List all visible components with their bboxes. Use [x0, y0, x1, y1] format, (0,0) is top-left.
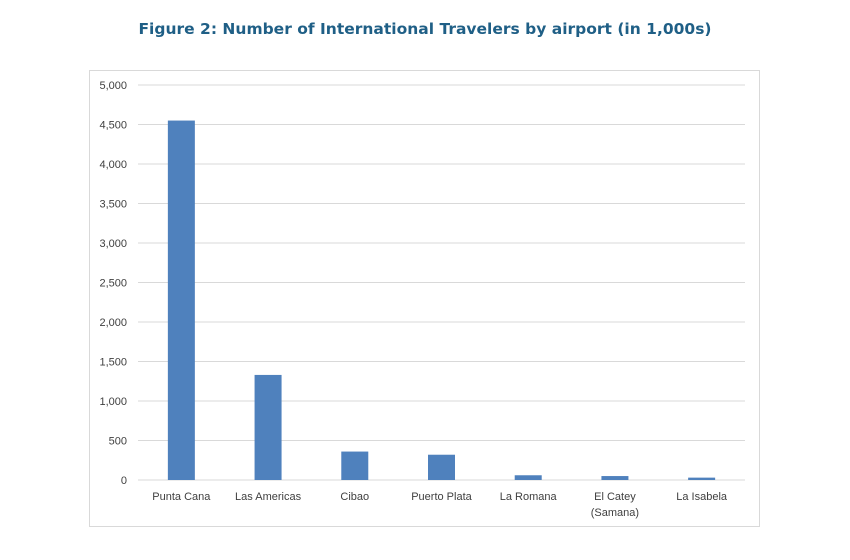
x-tick-label: La Romana [500, 491, 558, 503]
x-tick-label: El Catey (Samana) [591, 491, 639, 519]
y-tick-label: 2,500 [99, 278, 127, 290]
y-tick-label: 5,000 [99, 80, 127, 92]
chart-title: Figure 2: Number of International Travel… [138, 20, 712, 38]
bar [341, 451, 369, 480]
chart-frame [89, 70, 760, 527]
x-tick-label-line: La Isabela [676, 491, 728, 503]
bar [688, 477, 716, 480]
x-tick-label-line: Punta Cana [152, 491, 211, 503]
y-tick-label: 1,000 [99, 396, 127, 408]
y-tick-label: 1,500 [99, 357, 127, 369]
x-tick-label: Puerto Plata [411, 491, 472, 503]
bar [254, 374, 282, 480]
bar [167, 120, 195, 481]
x-tick-label-line: (Samana) [591, 507, 639, 519]
bar [428, 454, 455, 480]
y-tick-label: 500 [109, 436, 127, 448]
x-tick-label: La Isabela [676, 491, 728, 503]
y-tick-label: 2,000 [99, 317, 127, 329]
x-tick-label-line: Puerto Plata [411, 491, 472, 503]
x-tick-label: Punta Cana [152, 491, 211, 503]
x-tick-label-line: Cibao [340, 491, 369, 503]
y-tick-label: 3,500 [99, 199, 127, 211]
y-tick-label: 0 [121, 475, 127, 487]
x-tick-label-line: El Catey [594, 491, 636, 503]
bar [601, 476, 629, 480]
x-tick-label-line: Las Americas [235, 491, 302, 503]
bar [514, 475, 542, 480]
x-tick-label-line: La Romana [500, 491, 558, 503]
y-tick-label: 3,000 [99, 238, 127, 250]
x-tick-label: Las Americas [235, 491, 302, 503]
x-tick-label: Cibao [340, 491, 369, 503]
y-tick-label: 4,000 [99, 159, 127, 171]
y-tick-label: 4,500 [99, 120, 127, 132]
